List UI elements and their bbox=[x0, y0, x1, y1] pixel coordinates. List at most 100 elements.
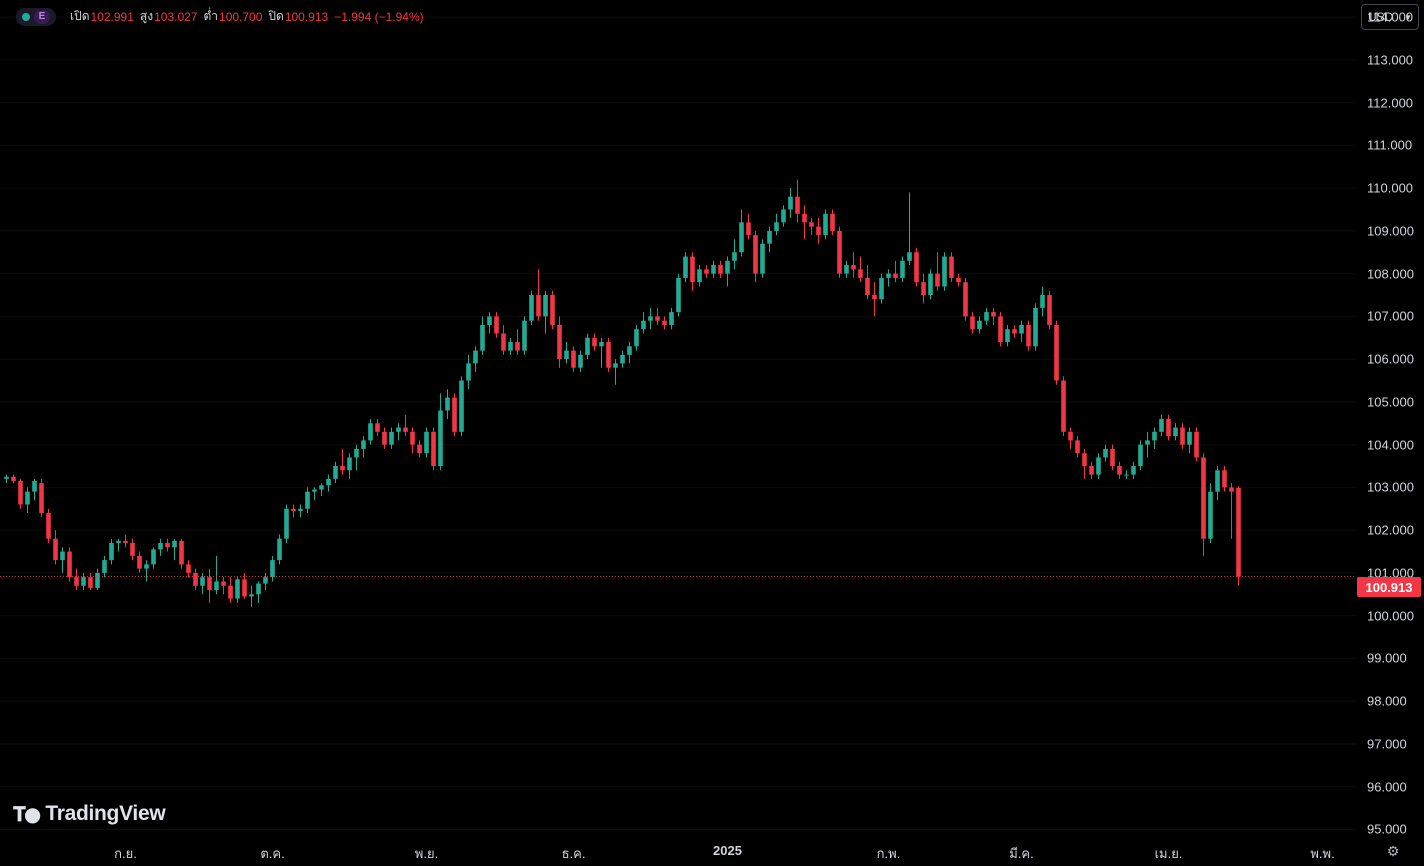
candle-body bbox=[46, 513, 51, 539]
candle bbox=[697, 265, 702, 287]
time-axis[interactable]: ก.ย. ต.ค. พ.ย. ธ.ค. 2025 ก.พ. มี.ค. เม.ย. พ.พ. bbox=[0, 838, 1356, 866]
price-tick-label: 97.000 bbox=[1367, 736, 1407, 752]
candle-body bbox=[1019, 324, 1024, 334]
candle-body bbox=[1180, 427, 1185, 445]
candle bbox=[501, 324, 506, 355]
price-tick-label: 106.000 bbox=[1367, 351, 1414, 367]
currency-selector[interactable]: USD ▼ bbox=[1361, 4, 1419, 30]
candle-body bbox=[837, 230, 842, 274]
candle bbox=[123, 534, 128, 548]
candle-body bbox=[606, 342, 611, 368]
candle-body bbox=[711, 265, 716, 274]
candle bbox=[403, 414, 408, 437]
candle-body bbox=[1229, 487, 1234, 492]
candle bbox=[466, 354, 471, 390]
candle-body bbox=[984, 312, 989, 321]
candle bbox=[375, 419, 380, 437]
candlestick-chart[interactable] bbox=[0, 0, 1356, 838]
gear-icon[interactable]: ⚙ bbox=[1386, 842, 1400, 859]
candle-body bbox=[564, 350, 569, 360]
candle bbox=[1110, 444, 1115, 471]
candle bbox=[480, 316, 485, 355]
candle bbox=[795, 179, 800, 223]
candle-body bbox=[998, 316, 1003, 343]
candle bbox=[1019, 320, 1024, 343]
candle-body bbox=[130, 542, 135, 556]
candle-body bbox=[795, 196, 800, 214]
candle-body bbox=[305, 491, 310, 509]
candle bbox=[606, 337, 611, 372]
candle-body bbox=[592, 337, 597, 347]
candle bbox=[228, 577, 233, 603]
candle-body bbox=[1054, 324, 1059, 381]
candle bbox=[1131, 461, 1136, 479]
candle bbox=[851, 252, 856, 278]
candle bbox=[760, 239, 765, 278]
candle bbox=[109, 538, 114, 565]
status-indicator[interactable]: E bbox=[16, 7, 56, 26]
candle-body bbox=[963, 282, 968, 317]
candle bbox=[263, 572, 268, 591]
time-tick-label: เม.ย. bbox=[1154, 846, 1183, 861]
candle bbox=[641, 312, 646, 334]
time-tick-label: พ.พ. bbox=[1310, 846, 1335, 861]
candle-body bbox=[1138, 444, 1143, 467]
candle bbox=[298, 504, 303, 518]
price-tick-label: 101.000 bbox=[1367, 565, 1414, 581]
candle-body bbox=[648, 316, 653, 321]
candle-body bbox=[193, 572, 198, 586]
price-tick-label: 95.000 bbox=[1367, 821, 1407, 837]
candle bbox=[823, 209, 828, 240]
price-tick-label: 105.000 bbox=[1367, 394, 1414, 410]
candle-body bbox=[697, 269, 702, 283]
price-tick-label: 107.000 bbox=[1367, 308, 1414, 324]
candle-body bbox=[767, 230, 772, 244]
tradingview-logo[interactable]: 𝐓● TradingView bbox=[13, 802, 166, 826]
candle bbox=[690, 252, 695, 291]
candle-body bbox=[1047, 295, 1052, 325]
candle bbox=[165, 538, 170, 552]
candle bbox=[991, 307, 996, 325]
candle-body bbox=[39, 483, 44, 514]
candle bbox=[1117, 461, 1122, 479]
time-tick-label: พ.ย. bbox=[414, 846, 439, 861]
candle-body bbox=[550, 295, 555, 325]
candle-body bbox=[1040, 295, 1045, 308]
candle bbox=[39, 478, 44, 518]
candle-body bbox=[1124, 474, 1129, 476]
candle bbox=[172, 538, 177, 561]
candle-body bbox=[95, 572, 100, 588]
candle-body bbox=[158, 542, 163, 550]
candle bbox=[151, 547, 156, 569]
candle bbox=[137, 551, 142, 573]
candle bbox=[543, 290, 548, 334]
candle-body bbox=[312, 489, 317, 492]
candle-body bbox=[907, 252, 912, 261]
candle-body bbox=[319, 485, 324, 490]
candle bbox=[1229, 483, 1234, 539]
candle bbox=[144, 560, 149, 582]
candle bbox=[431, 427, 436, 471]
candle bbox=[858, 256, 863, 283]
time-tick-label: ต.ค. bbox=[260, 846, 285, 861]
tradingview-logo-icon: 𝐓● bbox=[13, 802, 41, 826]
candle bbox=[767, 226, 772, 253]
price-axis[interactable]: 114.000 113.000 112.000 111.000 110.000 109.0… bbox=[1356, 0, 1424, 838]
candle-body bbox=[781, 209, 786, 223]
price-tick-label: 100.000 bbox=[1367, 608, 1414, 624]
candle-body bbox=[151, 549, 156, 565]
candle-body bbox=[1236, 487, 1241, 577]
candle-body bbox=[459, 380, 464, 432]
candle bbox=[1180, 423, 1185, 449]
close-label: ปิด bbox=[268, 9, 284, 23]
candle bbox=[1201, 453, 1206, 556]
candle bbox=[557, 316, 562, 368]
candle bbox=[648, 307, 653, 330]
candle bbox=[599, 337, 604, 368]
candle bbox=[683, 252, 688, 283]
candle-body bbox=[1005, 329, 1010, 343]
candle-body bbox=[123, 540, 128, 543]
price-tick-label: 114.000 bbox=[1367, 9, 1414, 25]
candle bbox=[921, 273, 926, 304]
candle bbox=[564, 342, 569, 364]
